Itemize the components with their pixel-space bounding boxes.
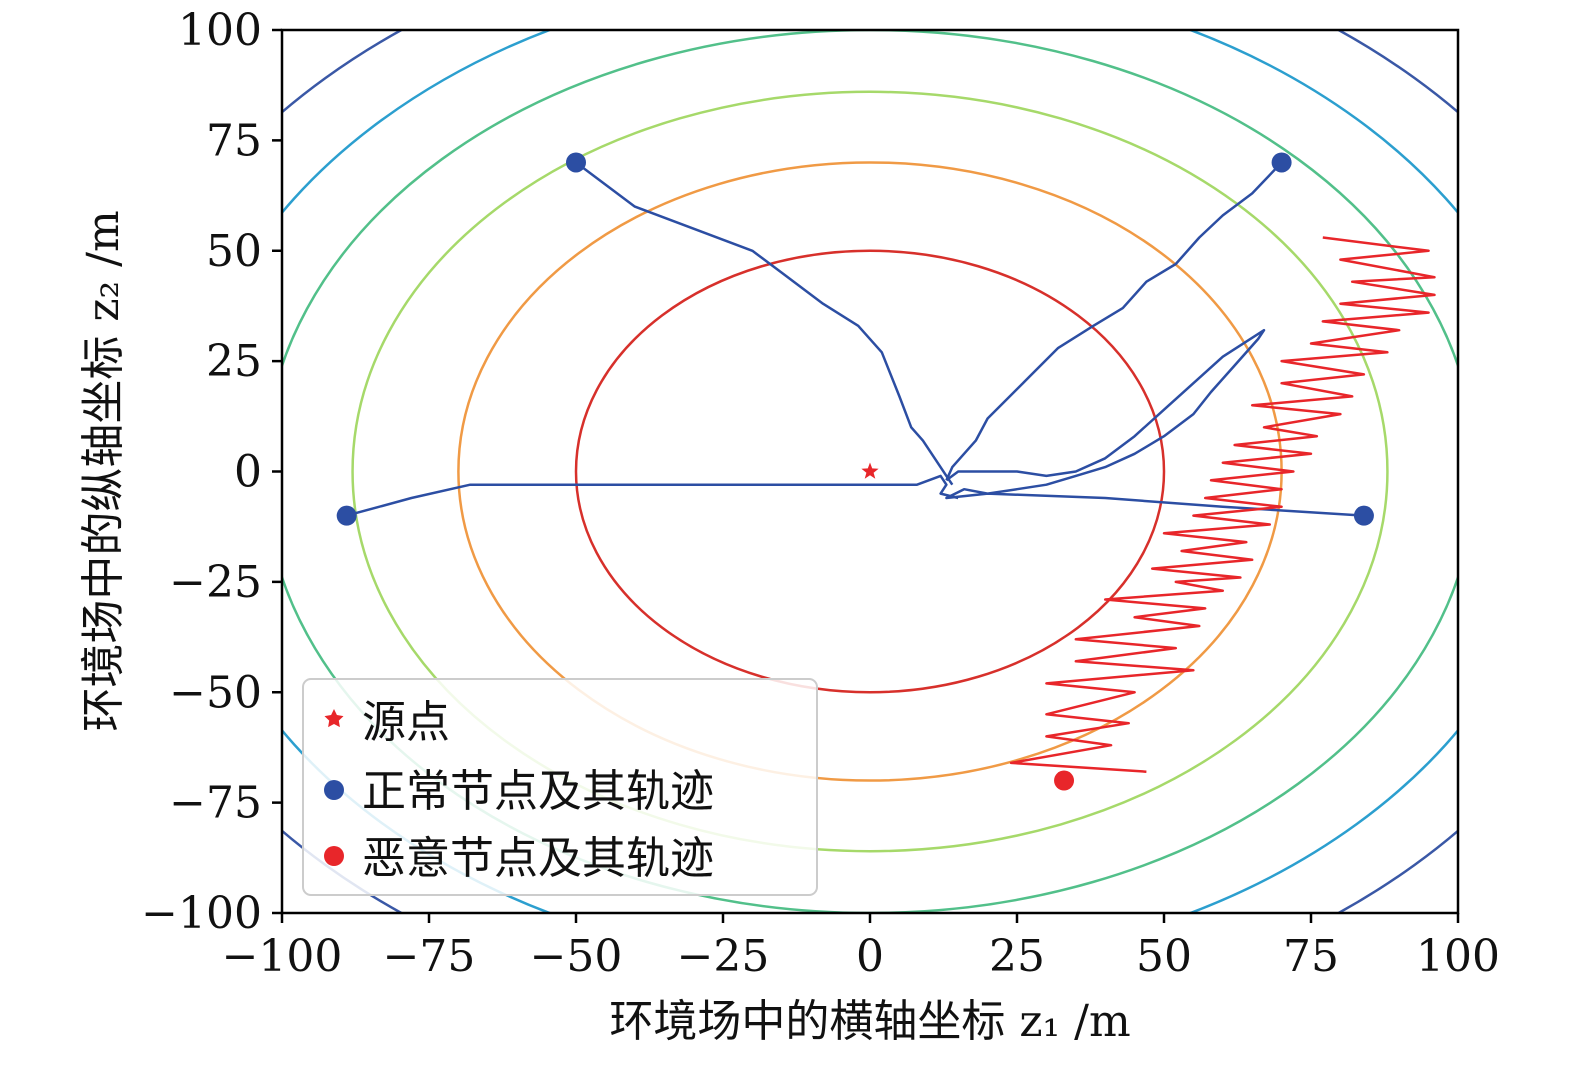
legend-box: [302, 678, 818, 896]
x-tick-label: 75: [1283, 931, 1339, 982]
contour-line-1: [574, 249, 1166, 694]
y-tick-label: 50: [206, 226, 262, 277]
contour-line-3: [351, 90, 1389, 853]
y-axis-label: 环境场中的纵轴坐标 z₂ /m: [78, 210, 129, 731]
y-tick-label: −25: [169, 557, 262, 608]
x-tick-label: −100: [222, 931, 343, 982]
x-tick-label: −75: [383, 931, 476, 982]
x-tick-label: −25: [677, 931, 770, 982]
x-tick-label: 0: [856, 931, 884, 982]
contour-lines: [282, 30, 1458, 913]
normal-node-4: [1353, 505, 1374, 526]
malicious-trajectory-1: [1009, 236, 1436, 773]
y-axis-ticks: −100 −75 −50 −25 0 25 50 75 100: [141, 5, 282, 939]
x-axis-ticks: −100 −75 −50 −25 0 25 50 75 100: [222, 913, 1500, 982]
y-tick-label: −100: [141, 888, 262, 939]
legend: 源点 正常节点及其轨迹 恶意节点及其轨迹: [302, 678, 818, 896]
y-tick-label: −75: [169, 778, 262, 829]
normal-trajectory-1: [575, 161, 954, 486]
normal-trajectory-2: [945, 161, 1283, 481]
malicious-node-1: [1054, 770, 1075, 791]
node-markers: [336, 152, 1374, 791]
legend-label-malicious: 恶意节点及其轨迹: [362, 833, 714, 884]
legend-marker-normal: [324, 780, 344, 800]
legend-label-normal: 正常节点及其轨迹: [362, 766, 714, 817]
trajectory-lines: [346, 161, 1436, 773]
normal-node-3: [336, 505, 357, 526]
source-point: [861, 462, 879, 479]
y-tick-label: 25: [206, 336, 262, 387]
x-tick-label: 100: [1416, 931, 1500, 982]
x-axis-label: 环境场中的横轴坐标 z₁ /m: [609, 996, 1130, 1047]
legend-label-source: 源点: [362, 697, 450, 748]
normal-trajectory-3: [346, 474, 959, 517]
normal-node-2: [1271, 152, 1292, 173]
y-tick-label: 0: [234, 447, 262, 498]
y-tick-label: −50: [169, 667, 262, 718]
contour-line-2: [457, 161, 1283, 782]
normal-node-1: [566, 152, 586, 173]
legend-marker-source: [324, 709, 344, 728]
x-tick-label: 25: [989, 931, 1045, 982]
x-tick-label: 50: [1136, 931, 1192, 982]
normal-trajectory-4: [945, 328, 1364, 517]
y-tick-label: 75: [206, 115, 262, 166]
y-tick-label: 100: [178, 5, 262, 56]
x-tick-label: −50: [530, 931, 623, 982]
legend-marker-malicious: [324, 846, 344, 866]
